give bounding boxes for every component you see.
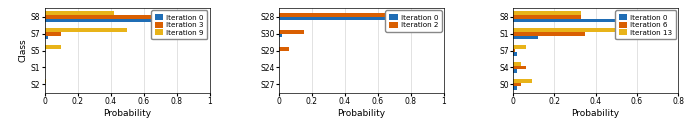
Bar — [513, 32, 586, 36]
Bar — [279, 34, 282, 37]
Bar — [513, 28, 629, 32]
Bar — [513, 45, 525, 49]
Bar — [513, 66, 525, 69]
X-axis label: Probability: Probability — [103, 109, 151, 118]
Bar — [45, 32, 61, 36]
Legend: Iteration 0, Iteration 2: Iteration 0, Iteration 2 — [386, 10, 442, 32]
Legend: Iteration 0, Iteration 3, Iteration 9: Iteration 0, Iteration 3, Iteration 9 — [151, 10, 208, 39]
Bar — [45, 79, 46, 82]
Bar — [279, 30, 303, 34]
Bar — [513, 62, 521, 66]
Bar — [279, 17, 436, 20]
Bar — [45, 19, 201, 22]
Bar — [279, 13, 408, 17]
Bar — [513, 11, 581, 15]
Bar — [513, 15, 581, 19]
Bar — [513, 69, 517, 73]
Bar — [45, 28, 127, 32]
Bar — [513, 49, 515, 52]
Bar — [513, 79, 532, 82]
Bar — [513, 82, 521, 86]
Bar — [513, 36, 538, 39]
Bar — [279, 47, 289, 51]
Bar — [513, 86, 517, 90]
Legend: Iteration 0, Iteration 6, Iteration 13: Iteration 0, Iteration 6, Iteration 13 — [615, 10, 676, 39]
X-axis label: Probability: Probability — [571, 109, 620, 118]
Bar — [45, 15, 185, 19]
Bar — [45, 11, 114, 15]
Bar — [45, 36, 48, 39]
Bar — [513, 19, 653, 22]
Bar — [513, 52, 517, 56]
X-axis label: Probability: Probability — [337, 109, 386, 118]
Bar — [45, 45, 61, 49]
Y-axis label: Class: Class — [19, 39, 28, 62]
